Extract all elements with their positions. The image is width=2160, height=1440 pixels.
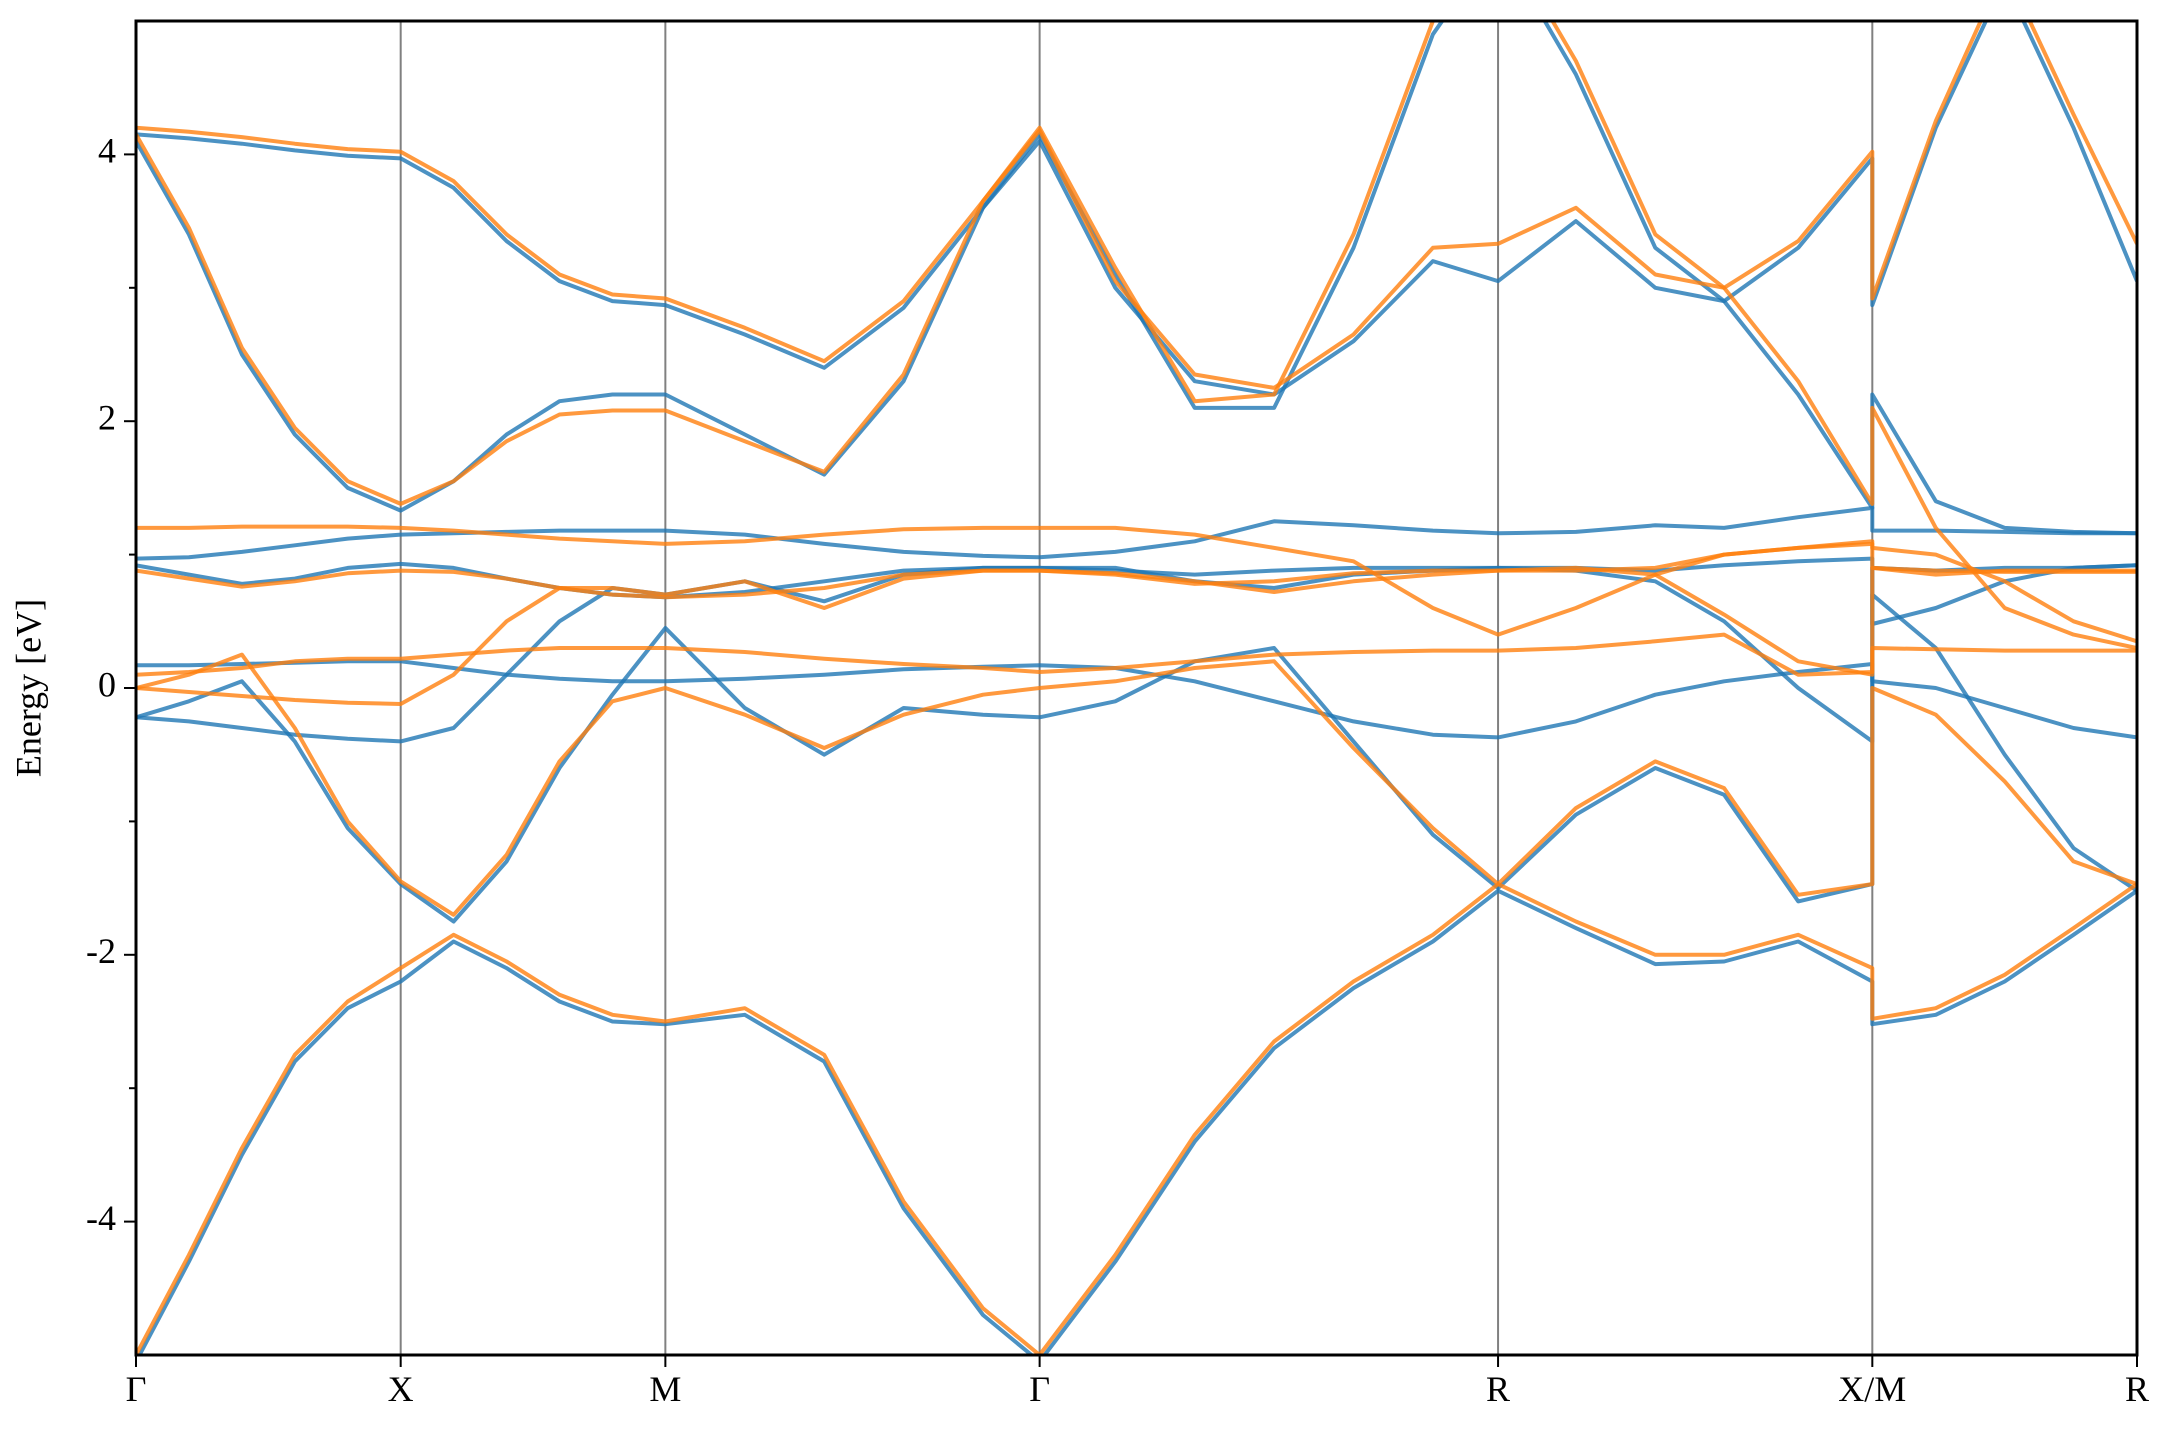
band-line [136,592,2137,924]
y-tick-label: -2 [86,931,116,971]
band-line [136,128,2137,650]
y-tick-label: -4 [86,1198,116,1238]
band-line [136,652,2137,917]
x-tick-label: X [388,1369,414,1409]
bands [136,21,2137,1355]
y-axis-label: Energy [eV] [8,599,48,777]
band-line [136,565,2137,706]
x-tick-label: Γ [126,1369,147,1409]
y-tick-label: 2 [98,397,116,437]
y-tick-label: 4 [98,131,116,171]
band-line [136,882,2137,1355]
band-line [136,659,2137,740]
x-tick-label: M [649,1369,681,1409]
plot-frame [134,19,2139,1357]
band-line [136,21,2137,410]
band-line [136,563,2137,744]
x-tick-label: R [2125,1369,2149,1409]
y-tick-label: 0 [98,664,116,704]
band-line [137,888,2137,1355]
band-line [136,524,2137,644]
x-tick-label: R [1486,1369,1510,1409]
band-line [136,541,2137,600]
band-line [136,139,2137,536]
band-line [136,21,2137,404]
x-tick-label: X/M [1838,1369,1906,1409]
x-tick-label: Γ [1029,1369,1050,1409]
band-line [136,505,2137,561]
band-line [136,556,2137,626]
